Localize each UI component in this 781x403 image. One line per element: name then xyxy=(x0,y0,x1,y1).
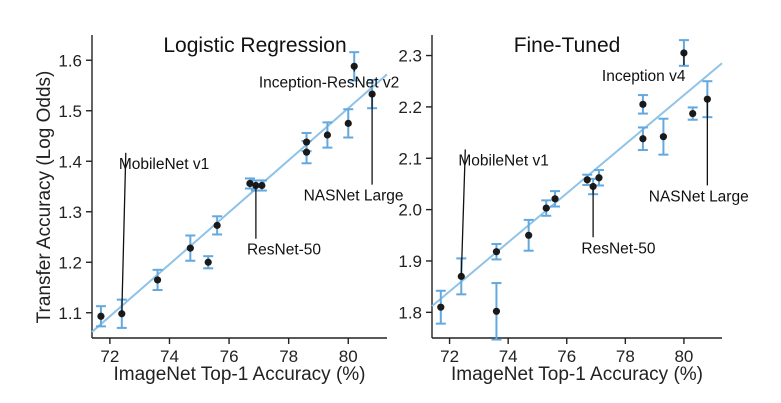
trend-line xyxy=(431,62,723,307)
y-tick-label: 1.1 xyxy=(58,304,82,323)
x-tick-label: 80 xyxy=(339,347,358,366)
annotation-label: ResNet-50 xyxy=(581,240,655,257)
panel-fine-tuned: 72 74 76 78 80 1.8 1.9 2.0 2.1 2.2 2.3 Inception v4… xyxy=(398,34,748,385)
data-point xyxy=(492,307,501,315)
y-tick-label: 1.2 xyxy=(58,253,82,272)
data-point xyxy=(583,176,591,184)
data-point xyxy=(302,148,311,156)
annotation-label: NASNet Large xyxy=(649,188,749,205)
x-tick-label: 72 xyxy=(100,347,119,366)
trend-line xyxy=(91,73,388,333)
data-point xyxy=(204,258,212,266)
data-point xyxy=(689,109,697,118)
data-point xyxy=(525,231,533,239)
x-tick-label: 80 xyxy=(674,347,693,366)
panel-logistic-regression: 72 74 76 78 80 1.1 1.2 1.3 1.4 1.5 1.6 Inception-Re… xyxy=(58,34,403,385)
x-tick-label: 74 xyxy=(160,347,179,366)
x-tick-label: 78 xyxy=(279,347,298,366)
data-point xyxy=(344,119,352,127)
y-tick-label: 1.3 xyxy=(58,203,82,222)
annotation-label: Inception-ResNet v2 xyxy=(259,75,399,92)
data-point xyxy=(551,195,559,203)
annotation-label: NASNet Large xyxy=(304,188,404,205)
x-axis-title: ImageNet Top-1 Accuracy (%) xyxy=(451,364,703,385)
annotation-label: MobileNet v1 xyxy=(119,156,209,173)
x-tick-label: 76 xyxy=(220,347,239,366)
data-point xyxy=(252,181,260,190)
annotation-leader xyxy=(121,152,127,314)
y-tick-label: 1.9 xyxy=(398,252,422,271)
data-point xyxy=(639,135,647,143)
y-tick-label: 2.0 xyxy=(398,201,422,220)
x-tick-label: 74 xyxy=(499,347,518,366)
data-point xyxy=(302,138,311,146)
data-point xyxy=(595,174,603,182)
data-point xyxy=(246,179,254,188)
annotation-leader xyxy=(460,149,466,277)
data-point xyxy=(213,221,221,229)
data-point xyxy=(542,204,550,212)
data-point xyxy=(323,131,332,139)
annotation-label: ResNet-50 xyxy=(247,242,321,259)
x-tick-label: 76 xyxy=(557,347,576,366)
data-point xyxy=(639,100,647,108)
data-point xyxy=(97,312,105,320)
y-tick-label: 1.8 xyxy=(398,303,422,322)
panel-title: Fine-Tuned xyxy=(514,34,621,57)
data-point xyxy=(153,276,162,284)
y-tick-label: 1.6 xyxy=(58,51,82,70)
y-tick-label: 2.3 xyxy=(398,47,422,66)
y-tick-label: 1.4 xyxy=(58,152,82,171)
data-point xyxy=(186,244,194,252)
data-point xyxy=(492,248,501,256)
panel-title: Logistic Regression xyxy=(163,34,346,57)
y-axis-title: Transfer Accuracy (Log Odds) xyxy=(34,71,55,324)
data-point xyxy=(258,181,266,190)
data-point xyxy=(659,133,668,141)
data-point xyxy=(437,303,445,311)
x-tick-label: 72 xyxy=(440,347,459,366)
x-tick-label: 78 xyxy=(616,347,635,366)
y-tick-label: 2.2 xyxy=(398,98,422,117)
annotation-label: MobileNet v1 xyxy=(458,152,548,169)
annotation-label: Inception v4 xyxy=(602,68,686,85)
y-tick-label: 1.5 xyxy=(58,102,82,121)
x-axis-title: ImageNet Top-1 Accuracy (%) xyxy=(113,364,365,385)
y-tick-label: 2.1 xyxy=(398,149,422,168)
